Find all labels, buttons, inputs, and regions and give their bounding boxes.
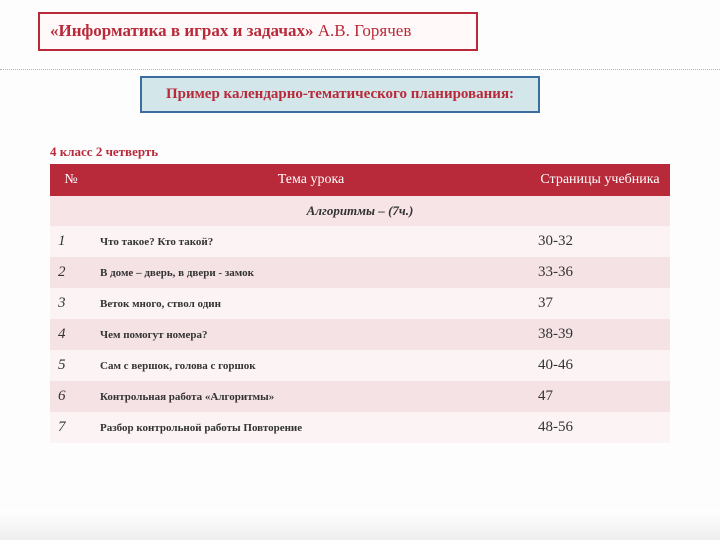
row-num: 3 — [50, 288, 92, 319]
table-row: 3 Веток много, ствол один 37 — [50, 288, 670, 319]
divider-line — [0, 69, 720, 70]
table-header-row: № Тема урока Страницы учебника — [50, 164, 670, 196]
row-pages: 40-46 — [530, 350, 670, 381]
title-strong: «Информатика в играх и задачах» — [50, 21, 313, 40]
row-num: 6 — [50, 381, 92, 412]
footer-stripe — [0, 510, 720, 540]
table-row: 4 Чем помогут номера? 38-39 — [50, 319, 670, 350]
table-row: 1 Что такое? Кто такой? 30-32 — [50, 226, 670, 257]
header-num: № — [50, 164, 92, 196]
row-pages: 37 — [530, 288, 670, 319]
row-num: 4 — [50, 319, 92, 350]
row-num: 2 — [50, 257, 92, 288]
row-topic: Сам с вершок, голова с горшок — [92, 350, 530, 381]
row-topic: Веток много, ствол один — [92, 288, 530, 319]
row-pages: 48-56 — [530, 412, 670, 443]
title-author: А.В. Горячев — [313, 21, 411, 40]
row-topic: Разбор контрольной работы Повторение — [92, 412, 530, 443]
row-topic: Чем помогут номера? — [92, 319, 530, 350]
table-row: 2 В доме – дверь, в двери - замок 33-36 — [50, 257, 670, 288]
title-box: «Информатика в играх и задачах» А.В. Гор… — [38, 12, 478, 51]
table-row: 6 Контрольная работа «Алгоритмы» 47 — [50, 381, 670, 412]
subtitle-box: Пример календарно-тематического планиров… — [140, 76, 540, 113]
section-label: Алгоритмы – (7ч.) — [50, 196, 670, 226]
table-row: 7 Разбор контрольной работы Повторение 4… — [50, 412, 670, 443]
row-pages: 33-36 — [530, 257, 670, 288]
row-topic: В доме – дверь, в двери - замок — [92, 257, 530, 288]
row-pages: 38-39 — [530, 319, 670, 350]
subtitle-text: Пример календарно-тематического планиров… — [166, 86, 514, 102]
row-num: 5 — [50, 350, 92, 381]
header-topic: Тема урока — [92, 164, 530, 196]
section-row: Алгоритмы – (7ч.) — [50, 196, 670, 226]
row-num: 7 — [50, 412, 92, 443]
row-pages: 30-32 — [530, 226, 670, 257]
row-pages: 47 — [530, 381, 670, 412]
row-num: 1 — [50, 226, 92, 257]
planning-table: № Тема урока Страницы учебника Алгоритмы… — [50, 164, 670, 443]
table-row: 5 Сам с вершок, голова с горшок 40-46 — [50, 350, 670, 381]
header-pages: Страницы учебника — [530, 164, 670, 196]
row-topic: Что такое? Кто такой? — [92, 226, 530, 257]
grade-caption: 4 класс 2 четверть — [50, 144, 158, 160]
row-topic: Контрольная работа «Алгоритмы» — [92, 381, 530, 412]
